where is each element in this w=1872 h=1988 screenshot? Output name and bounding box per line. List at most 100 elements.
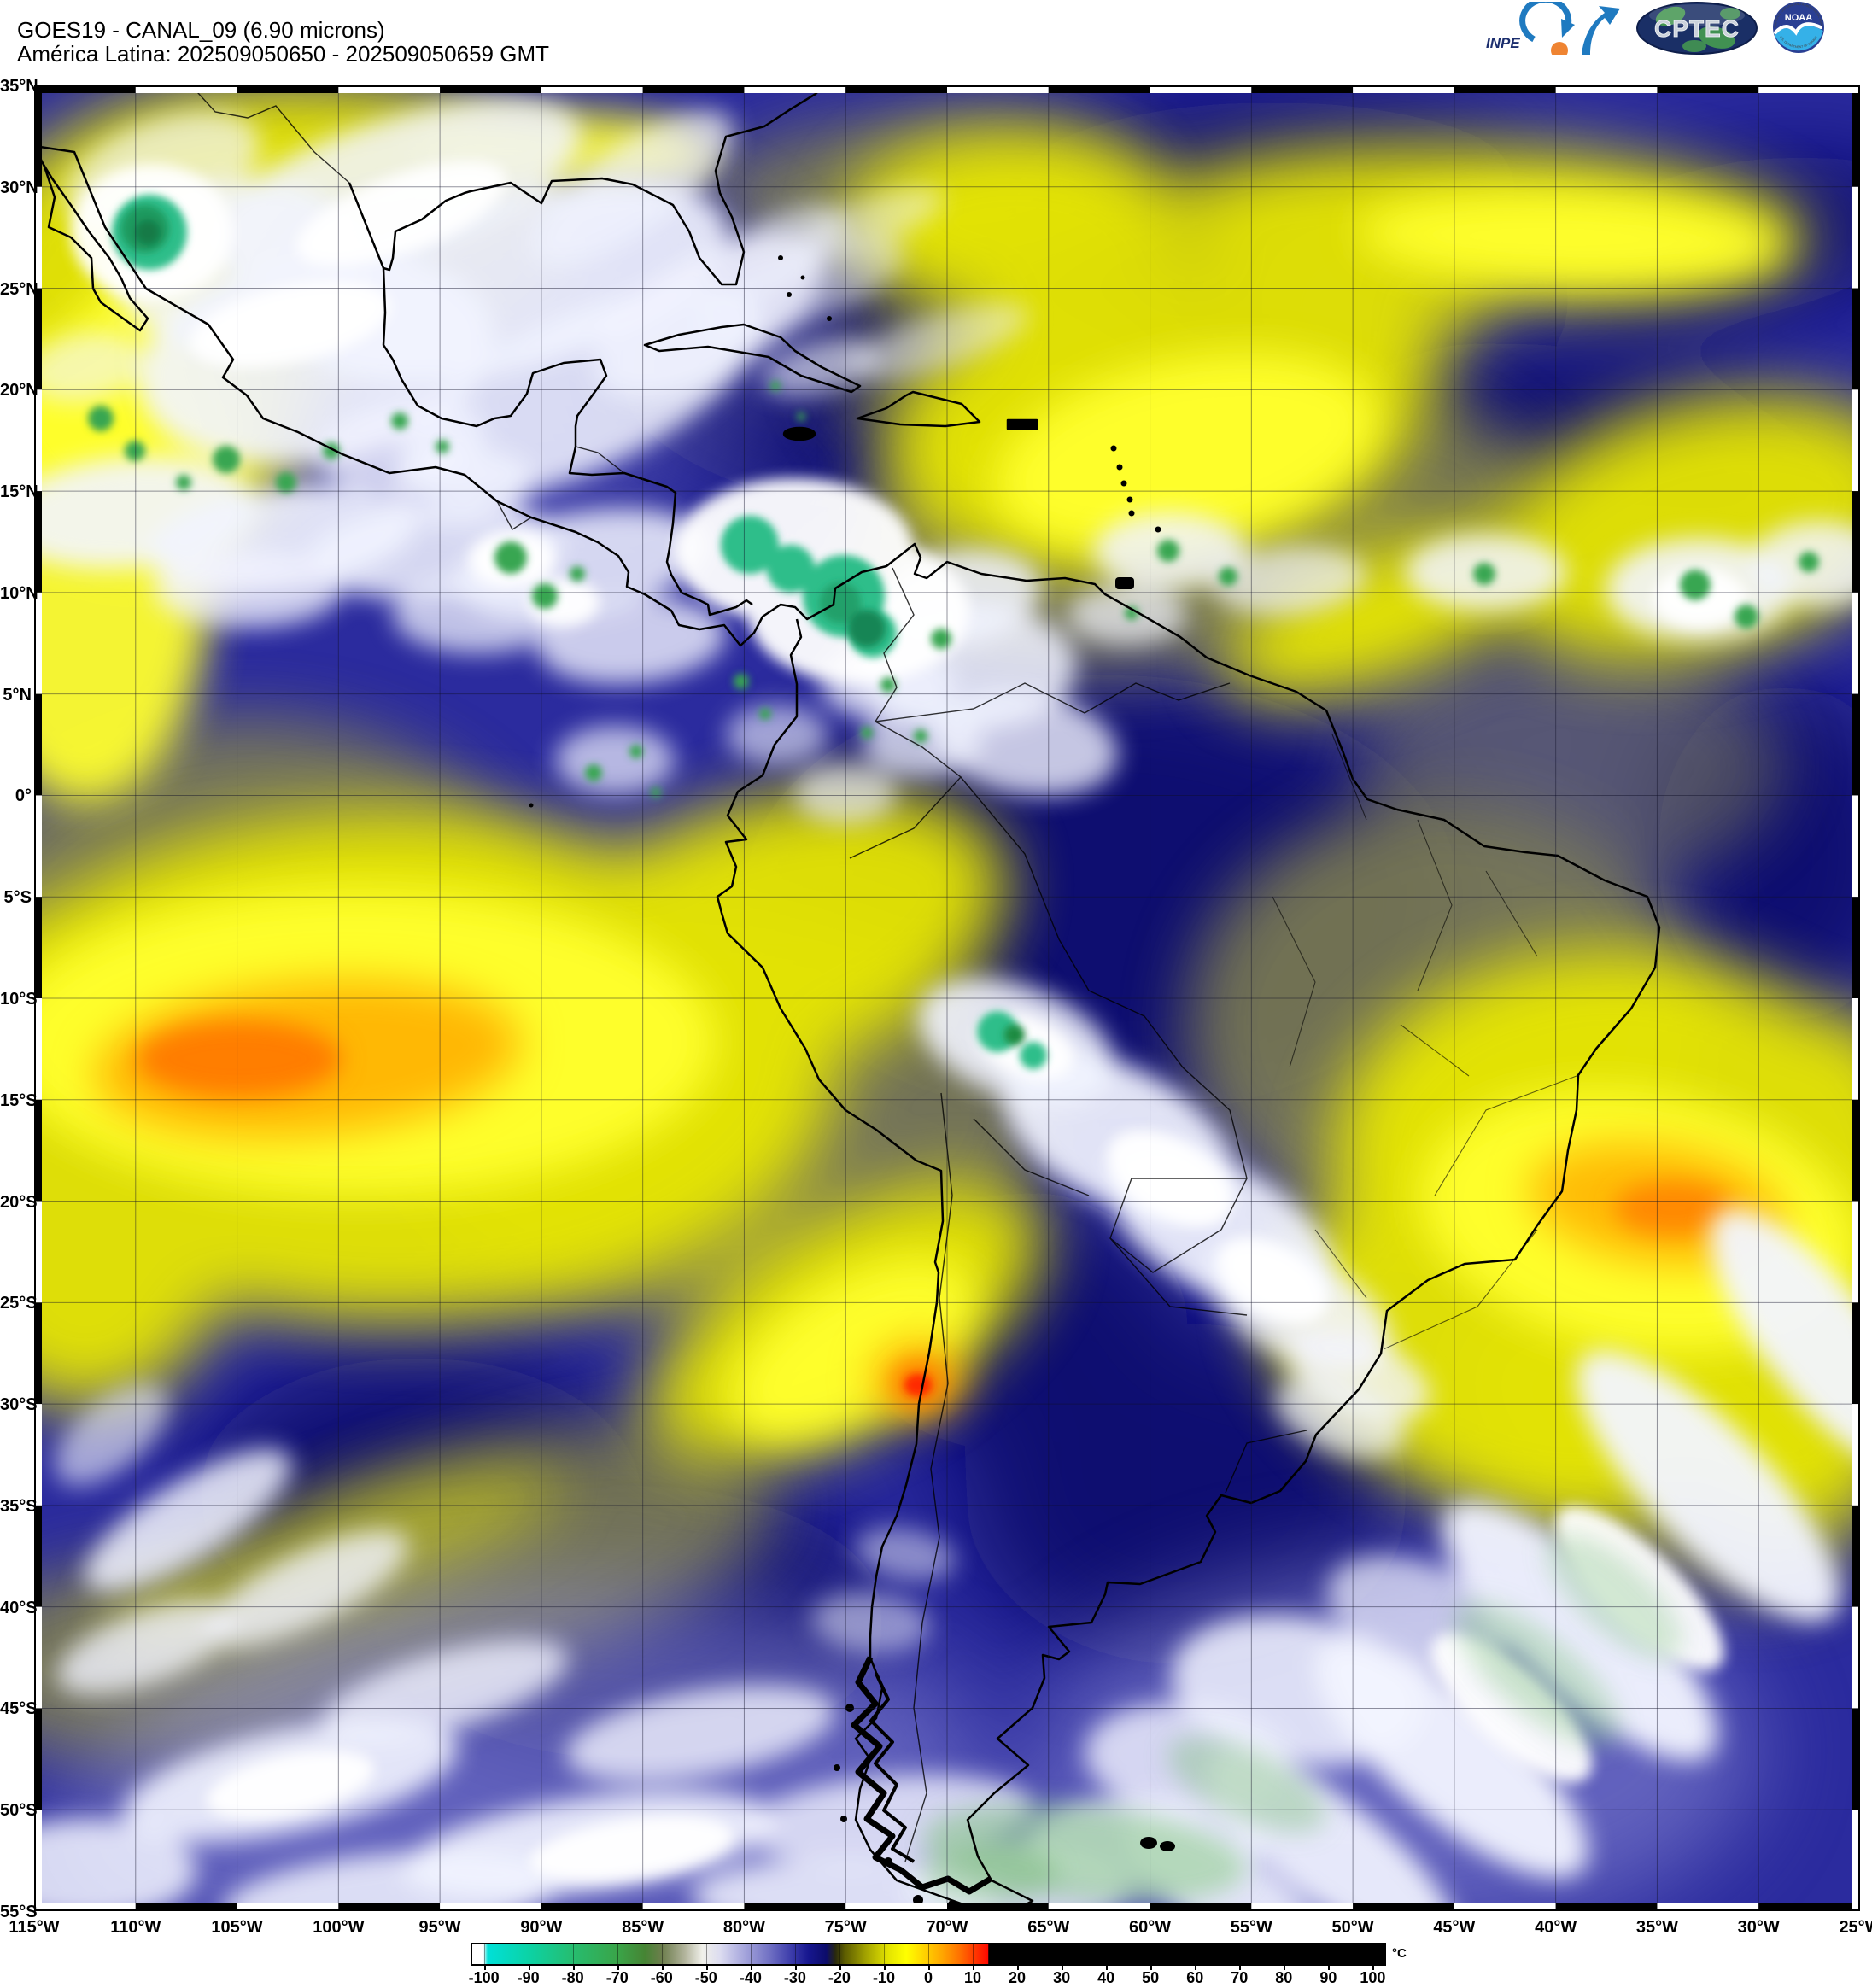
colorbar-tickmark [794,1966,797,1970]
lat-label: 20°N [0,381,38,401]
colorbar-gridline [617,1944,618,1964]
page-title: GOES19 - CANAL_09 (6.90 microns) [17,17,385,43]
colorbar-tick-label: -100 [468,1969,500,1986]
lat-label: 35°S [0,1496,38,1516]
noaa-logo-text: NOAA [1785,13,1812,23]
colorbar-tick-label: -90 [517,1969,540,1986]
cptec-logo: CPTEC [1636,2,1758,55]
colorbar-tick-label: -10 [872,1969,895,1986]
lon-label: 25°W [1839,1918,1872,1937]
lon-label: 50°W [1331,1918,1374,1937]
colorbar-tickmark [1106,1966,1109,1970]
colorbar-tickmark [928,1966,930,1970]
lon-label: 105°W [211,1918,263,1937]
colorbar-tick-label: 30 [1053,1969,1071,1986]
inpe-swirl-arrowhead-icon [1561,19,1575,38]
lon-label: 80°W [722,1918,765,1937]
colorbar-tick-label: 40 [1097,1969,1115,1986]
colorbar-tickmark [528,1966,530,1970]
colorbar-tickmark [750,1966,752,1970]
colorbar-unit-label: °C [1392,1946,1407,1961]
lat-lon-grid [34,85,1860,1911]
lon-label: 70°W [926,1918,968,1937]
colorbar-gridline [572,1944,574,1964]
lon-label: 85°W [622,1918,664,1937]
colorbar-tick-label: 60 [1186,1969,1204,1986]
temperature-colorbar [471,1943,1386,1966]
colorbar-tickmark [483,1966,486,1970]
cptec-continent-icon [1698,26,1735,49]
lat-label: 45°S [0,1699,38,1719]
colorbar-tick-label: 70 [1231,1969,1249,1986]
lat-label: 10°N [0,583,38,603]
lat-label: 30°S [0,1395,38,1415]
islands [529,255,1175,1851]
satellite-water-vapor-image [34,85,1860,1911]
colorbar-gridline [483,1944,485,1964]
colorbar-tick-label: 50 [1142,1969,1160,1986]
colorbar-tick-label: -50 [694,1969,717,1986]
colorbar-tick-label: -60 [650,1969,673,1986]
colorbar-gridline [1017,1944,1019,1964]
water-vapor-field [34,85,1860,1911]
colorbar-tick-label: -70 [605,1969,629,1986]
lon-label: 40°W [1535,1918,1577,1937]
lat-label: 0° [15,786,32,806]
noaa-sea-icon [1774,26,1823,51]
inpe-swirl-icon [1519,2,1572,43]
lon-label: 65°W [1027,1918,1070,1937]
colorbar-gridline [750,1944,752,1964]
satellite-map-panel [34,85,1860,1911]
colorbar-tickmark [1150,1966,1153,1970]
lat-label: 5°S [3,888,32,908]
cptec-logo-text: CPTEC [1654,15,1740,42]
cptec-continent-icon [1682,40,1706,52]
lon-label: 75°W [824,1918,867,1937]
inpe-arrow-icon [1582,6,1620,55]
colorbar-tickmark [1372,1966,1375,1970]
colorbar-tick-label: 100 [1360,1969,1386,1986]
colorbar-tickmark [1328,1966,1331,1970]
inpe-orange-dot-icon [1551,42,1568,55]
colorbar-gridline [1372,1944,1374,1964]
lat-label: 10°S [0,990,38,1009]
convective-cells [88,195,1819,1904]
inpe-logo: INPE [1486,2,1620,55]
colorbar-gridline [839,1944,840,1964]
lat-label: 25°N [0,279,38,299]
colorbar-gridline [928,1944,929,1964]
lon-label: 110°W [110,1918,161,1937]
colorbar-gridline [661,1944,663,1964]
colorbar-gridline [1195,1944,1196,1964]
colorbar-tick-label: -40 [739,1969,762,1986]
lon-label: 55°W [1230,1918,1272,1937]
state-borders [1272,734,1577,1350]
colorbar-tickmark [973,1966,975,1970]
lat-label: 30°N [0,178,38,197]
noaa-gull-icon [1774,22,1822,36]
colorbar-tickmark [1062,1966,1064,1970]
lon-label: 95°W [418,1918,461,1937]
colorbar-tick-label: 20 [1009,1969,1027,1986]
lon-label: 115°W [9,1918,60,1937]
colorbar-tickmark [617,1966,619,1970]
country-borders [190,85,1307,1862]
lat-label: 15°S [0,1090,38,1110]
colorbar-gridline [1106,1944,1108,1964]
lat-label: 25°S [0,1294,38,1313]
colorbar-gridline [1150,1944,1152,1964]
lat-label: 40°S [0,1598,38,1617]
cptec-highlight [1649,4,1745,26]
colorbar-gridline [973,1944,974,1964]
colorbar-tick-label: 0 [923,1969,933,1986]
colorbar-tickmark [1239,1966,1242,1970]
lat-label: 55°S [0,1903,38,1921]
colorbar-gridline [1239,1944,1241,1964]
colorbar-tickmark [705,1966,708,1970]
cptec-continent-icon [1655,6,1686,26]
lon-label: 90°W [520,1918,563,1937]
colorbar-gridline [883,1944,885,1964]
colorbar-tick-label: 10 [964,1969,982,1986]
coastlines [34,85,1661,1911]
colorbar-gridline [794,1944,796,1964]
